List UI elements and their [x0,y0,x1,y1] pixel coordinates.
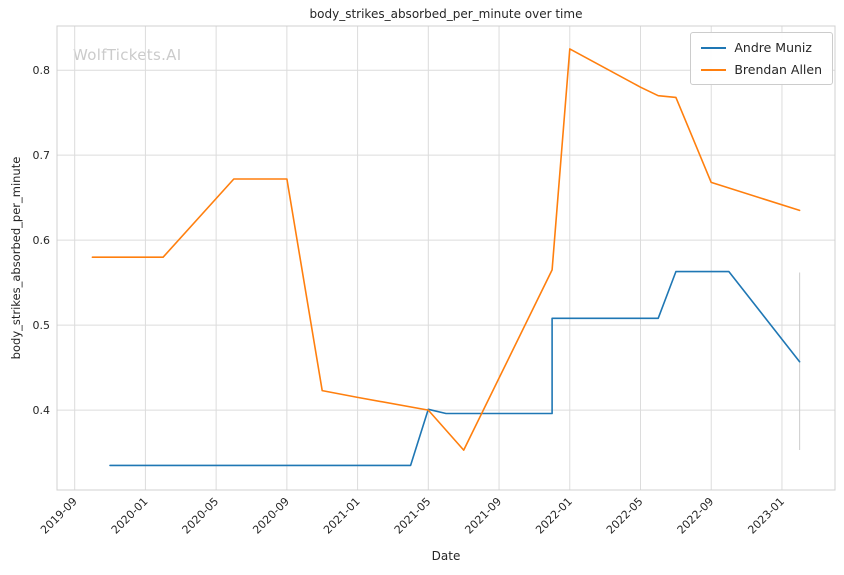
x-tick-label: 2021-01 [321,495,363,537]
legend-label-series-0: Andre Muniz [734,40,812,55]
x-tick-label: 2019-09 [38,495,80,537]
chart-title: body_strikes_absorbed_per_minute over ti… [309,7,583,21]
x-tick-label: 2023-01 [745,495,787,537]
legend-line-series-1 [701,68,727,71]
y-tick-label: 0.7 [33,149,51,162]
legend-item-brendan-allen: Brendan Allen [701,62,822,77]
legend-label-series-1: Brendan Allen [734,62,822,77]
y-tick-label: 0.5 [33,319,51,332]
grid-lines [57,26,835,490]
legend-item-andre-muniz: Andre Muniz [701,40,822,55]
y-tick-label: 0.6 [33,234,51,247]
x-tick-label: 2022-09 [675,495,717,537]
plot-border [56,25,836,491]
y-tick-label: 0.8 [33,64,51,77]
x-tick-label: 2020-01 [109,495,151,537]
series-line-0 [109,270,801,467]
x-tick-label: 2021-05 [392,495,434,537]
watermark: WolfTickets.AI [73,46,182,64]
legend-line-series-0 [701,46,727,49]
x-tick-label: 2020-05 [180,495,222,537]
x-tick-label: 2021-09 [462,495,504,537]
x-tick-label: 2022-01 [533,495,575,537]
legend: Andre Muniz Brendan Allen [690,32,833,85]
series-line-1 [91,48,801,451]
x-tick-label: 2020-09 [250,495,292,537]
x-axis-label: Date [431,549,461,563]
y-tick-label: 0.4 [33,404,51,417]
x-tick-label: 2022-05 [604,495,646,537]
